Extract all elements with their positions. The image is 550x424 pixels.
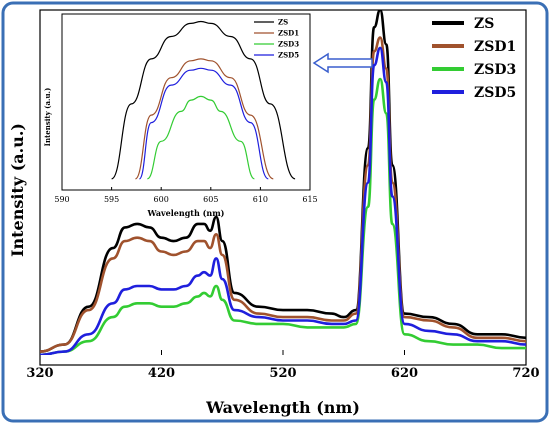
inset-x-tick-label: 595 [104, 195, 119, 204]
main-x-tick-label: 420 [148, 366, 175, 381]
inset-series-line-zsd3 [146, 95, 255, 180]
inset-x-tick-label: 600 [154, 195, 169, 204]
inset-x-tick-label: 605 [203, 195, 218, 204]
main-legend-label: ZS [474, 16, 494, 32]
inset-series-line-zsd1 [134, 58, 274, 180]
inset-plot-frame [61, 13, 311, 191]
main-legend-label: ZSD1 [474, 39, 516, 55]
arrow-icon [312, 52, 373, 74]
main-x-axis-label: Wavelength (nm) [205, 398, 360, 417]
main-x-tick-label: 520 [269, 366, 296, 381]
inset-x-tick-label: 615 [302, 195, 317, 204]
main-legend-label: ZSD5 [474, 85, 516, 101]
main-plot-frame [39, 9, 527, 366]
inset-x-tick-label: 610 [253, 195, 268, 204]
inset-legend-label: ZS [278, 17, 288, 26]
main-x-tick-label: 320 [26, 366, 53, 381]
inset-legend-label: ZSD1 [278, 28, 299, 37]
inset-x-axis-label: Wavelength (nm) [147, 208, 225, 218]
main-series-line-zsd5 [40, 46, 526, 355]
main-x-tick-label: 620 [391, 366, 418, 381]
inset-axes: 590 595 600 605 610 615 [54, 187, 318, 204]
inset-legend-label: ZSD5 [278, 50, 299, 59]
main-legend-label: ZSD3 [474, 62, 516, 78]
inset-series-line-zs [111, 20, 296, 180]
inset-series-line-zsd5 [138, 67, 269, 180]
inset-legend: ZS ZSD1 ZSD3 ZSD5 [254, 17, 299, 59]
main-axes: 320 420 520 620 720 [26, 350, 540, 381]
main-series-lines [40, 10, 526, 355]
main-legend: ZS ZSD1 ZSD3 ZSD5 [432, 16, 516, 101]
main-y-axis-label: Intensity (a.u.) [8, 123, 27, 257]
inset-y-axis-label: Intensity (a.u.) [43, 88, 52, 147]
main-x-tick-label: 720 [512, 366, 539, 381]
inset-series-lines [111, 20, 296, 180]
inset-legend-label: ZSD3 [278, 39, 299, 48]
inset-x-tick-label: 590 [54, 195, 69, 204]
